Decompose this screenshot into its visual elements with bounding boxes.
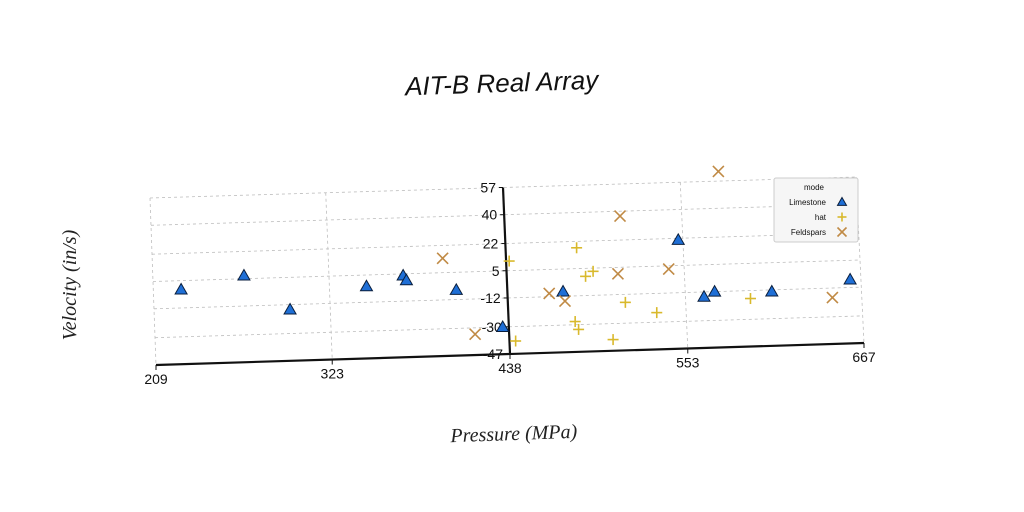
hat-point — [745, 293, 756, 304]
hat-point — [571, 242, 582, 253]
y-tick-label: -47 — [483, 346, 503, 362]
x-tick-label: 553 — [676, 354, 700, 370]
hat-point — [651, 307, 662, 318]
feldspars-point — [437, 253, 448, 264]
x-axis-label: Pressure (MPa) — [449, 421, 578, 447]
data-points — [175, 166, 856, 347]
y-tick-label: 57 — [480, 180, 496, 196]
y-tick-label: 40 — [482, 207, 498, 223]
limestone-point — [284, 303, 296, 314]
chart-title: AIT-B Real Array — [403, 65, 601, 102]
feldspars-point — [612, 268, 623, 279]
hat-point — [588, 266, 599, 277]
hat-point — [580, 271, 591, 282]
legend: mode Limestone hat Feldspars — [774, 178, 858, 242]
legend-label-limestone: Limestone — [789, 198, 826, 207]
limestone-point — [709, 286, 721, 297]
feldspars-point — [470, 329, 481, 340]
limestone-point — [450, 284, 462, 295]
feldspars-point — [559, 296, 570, 307]
legend-label-hat: hat — [815, 213, 827, 222]
hat-point — [620, 297, 631, 308]
x-tick-label: 667 — [852, 349, 876, 365]
feldspars-point — [663, 264, 674, 275]
hat-point — [608, 334, 619, 345]
limestone-point — [672, 234, 684, 245]
legend-title: mode — [804, 183, 825, 192]
limestone-point — [360, 280, 372, 291]
feldspars-point — [713, 166, 724, 177]
legend-label-feldspars: Feldspars — [791, 228, 826, 237]
feldspars-point — [544, 288, 555, 299]
x-tick-label: 209 — [144, 371, 168, 387]
feldspars-point — [827, 292, 838, 303]
limestone-point — [175, 283, 187, 294]
y-tick-label: 5 — [492, 263, 500, 279]
limestone-point — [766, 285, 778, 296]
limestone-point — [557, 285, 569, 296]
limestone-point — [238, 270, 250, 281]
y-axis-label: Velocity (in/s) — [59, 229, 81, 340]
limestone-point — [844, 273, 856, 284]
x-tick-label: 323 — [321, 366, 345, 382]
feldspars-point — [615, 211, 626, 222]
x-tick-label: 438 — [498, 360, 522, 376]
y-tick-label: 22 — [483, 236, 499, 252]
axes — [156, 188, 864, 366]
y-tick-label: -12 — [480, 290, 500, 306]
hat-point — [510, 336, 521, 347]
